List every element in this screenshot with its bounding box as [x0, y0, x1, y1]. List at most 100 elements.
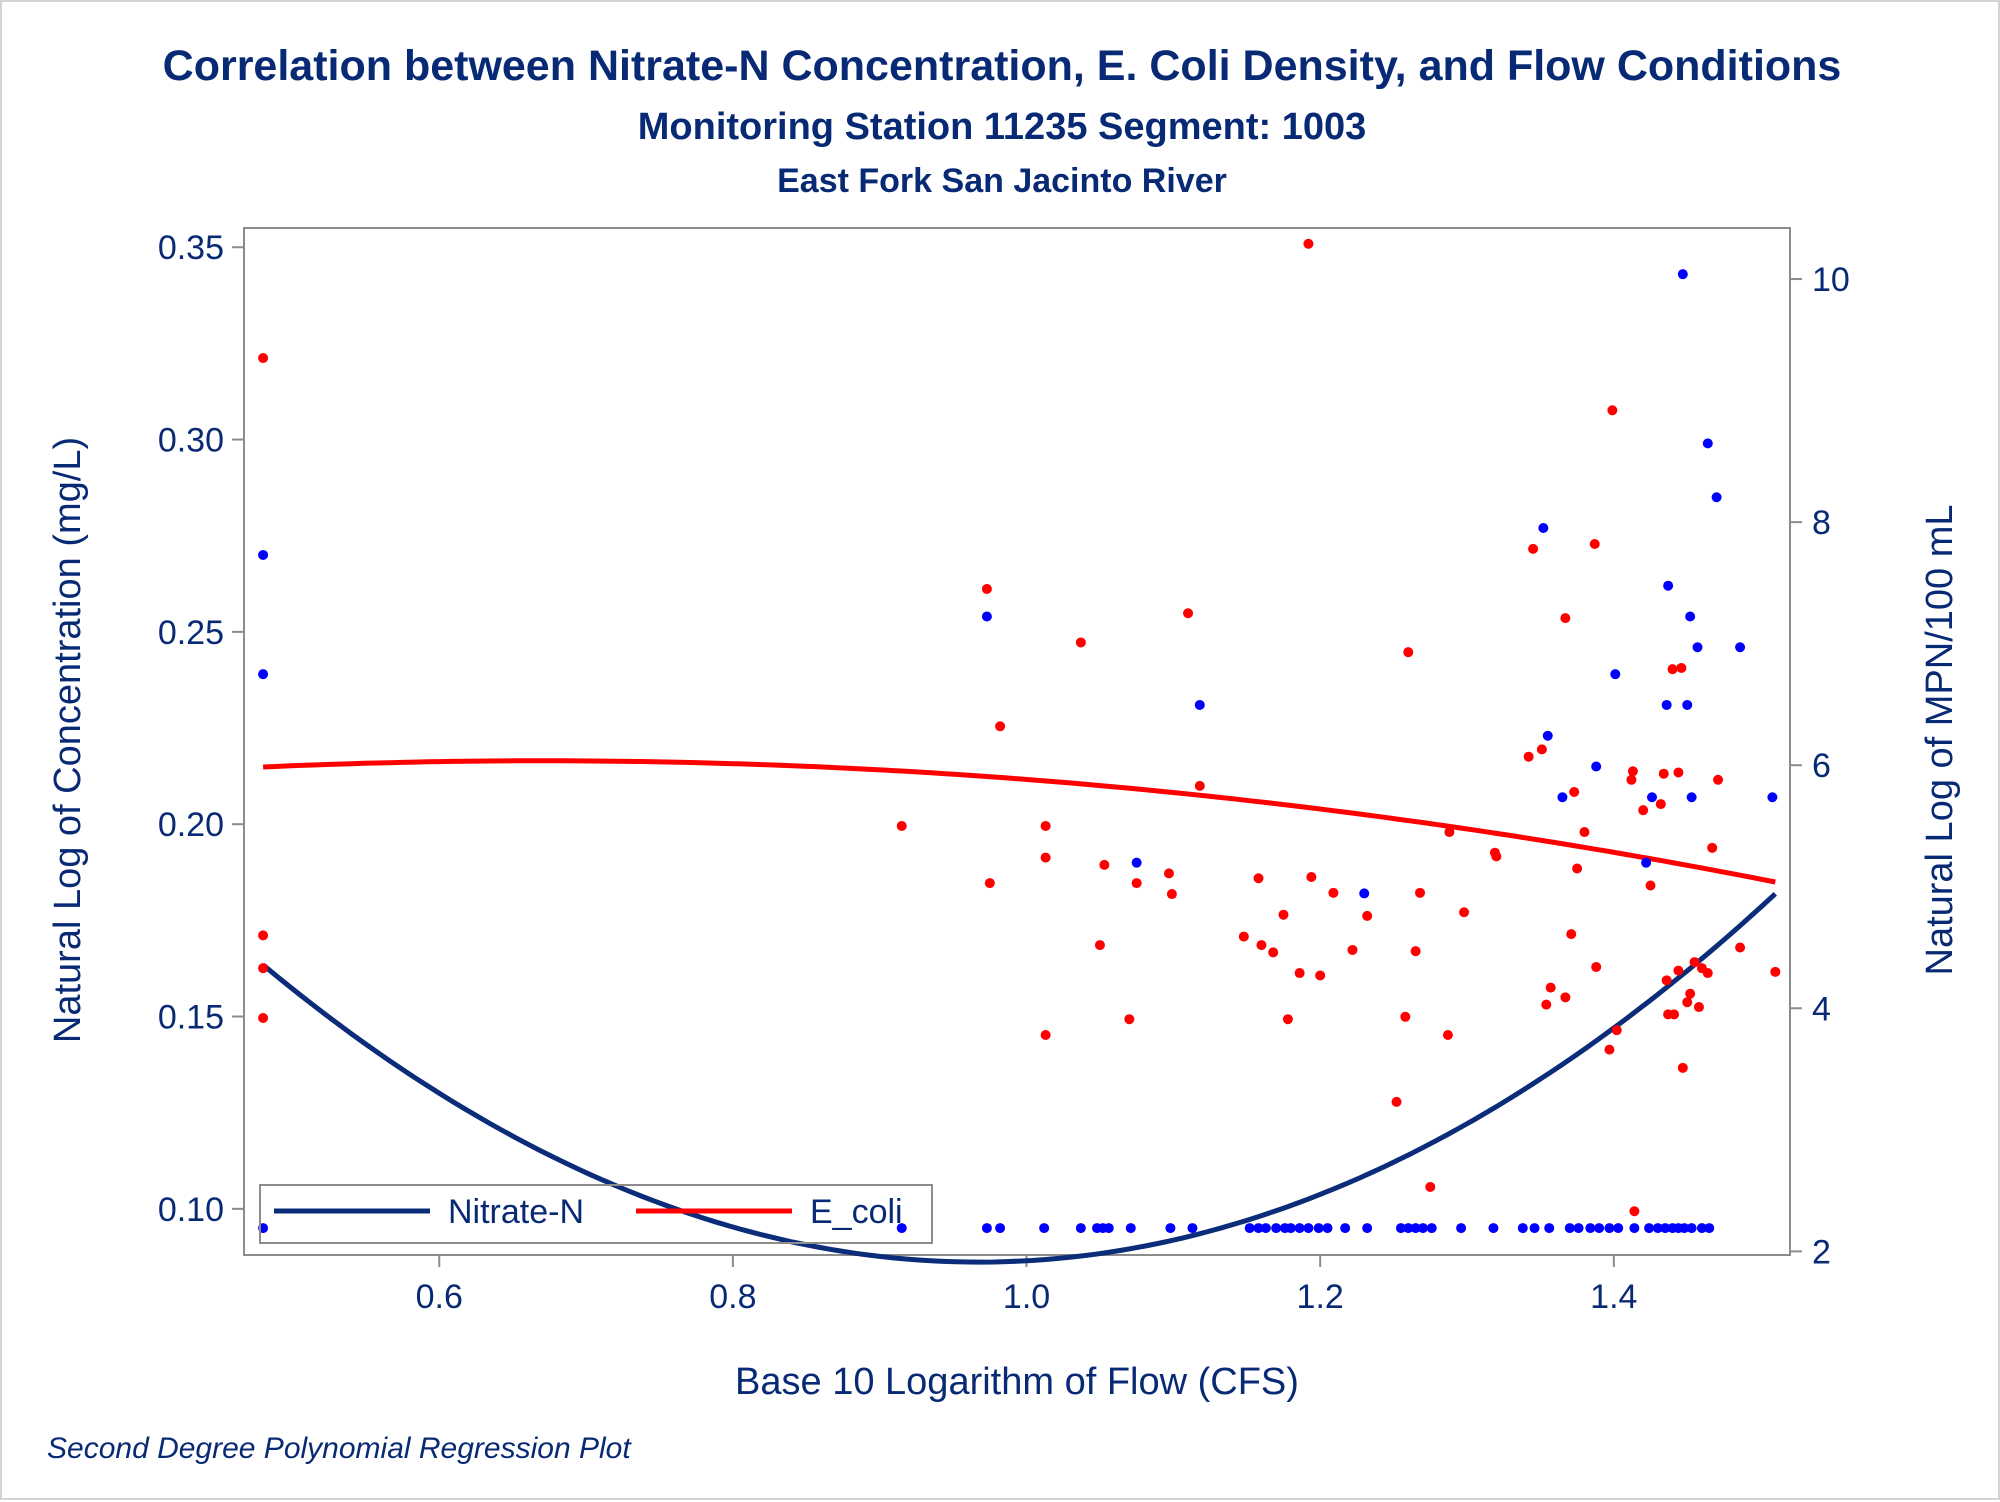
nitrate-point — [1702, 438, 1713, 449]
nitrate-point — [1488, 1223, 1499, 1234]
ecoli-point — [984, 878, 995, 889]
nitrate-point — [1395, 1223, 1406, 1234]
nitrate-points — [258, 269, 1778, 1234]
y-right-tick-label: 10 — [1812, 261, 1850, 299]
nitrate-point — [1039, 1223, 1050, 1234]
ecoli-point — [1040, 820, 1051, 831]
ecoli-point — [1183, 608, 1194, 619]
ecoli-point — [1682, 997, 1693, 1008]
nitrate-point — [1165, 1223, 1176, 1234]
ecoli-point — [1566, 929, 1577, 940]
nitrate-point — [1646, 792, 1657, 803]
ecoli-point — [258, 930, 269, 941]
x-tick-label: 1.0 — [1003, 1278, 1050, 1316]
nitrate-point — [1103, 1223, 1114, 1234]
ecoli-point — [1328, 887, 1339, 898]
ecoli-point — [1425, 1181, 1436, 1192]
ecoli-point — [1294, 968, 1305, 979]
nitrate-point — [1686, 792, 1697, 803]
ecoli-point — [1094, 940, 1105, 951]
ecoli-point — [1607, 405, 1618, 416]
nitrate-point — [1644, 1223, 1655, 1234]
y-left-tick-label: 0.20 — [158, 806, 224, 844]
ecoli-point — [1442, 1030, 1453, 1041]
nitrate-point — [1303, 1223, 1314, 1234]
x-axis-label: Base 10 Logarithm of Flow (CFS) — [735, 1361, 1299, 1403]
nitrate-point — [1340, 1223, 1351, 1234]
x-tick-label: 0.6 — [416, 1278, 463, 1316]
ecoli-point — [1627, 766, 1638, 777]
nitrate-point — [1244, 1223, 1255, 1234]
nitrate-point — [1417, 1223, 1428, 1234]
ecoli-point — [1604, 1044, 1615, 1055]
nitrate-point — [1692, 642, 1703, 653]
nitrate-point — [1253, 1223, 1264, 1234]
nitrate-point — [1542, 730, 1553, 741]
nitrate-point — [1271, 1223, 1282, 1234]
nitrate-point — [1704, 1223, 1715, 1234]
ecoli-point — [1444, 827, 1455, 838]
nitrate-point — [1426, 1223, 1437, 1234]
nitrate-point — [1538, 523, 1549, 534]
nitrate-point — [1456, 1223, 1467, 1234]
ecoli-point — [1347, 944, 1358, 955]
ecoli-point — [1589, 539, 1600, 549]
nitrate-point — [1660, 1223, 1671, 1234]
y-left-axis-ticks: 0.10 0.15 0.20 0.25 0.30 0.35 — [158, 229, 244, 1229]
footnote: Second Degree Polynomial Regression Plot — [47, 1432, 632, 1465]
ecoli-point — [1545, 982, 1556, 993]
nitrate-point — [1677, 269, 1688, 280]
nitrate-point — [1403, 1223, 1414, 1234]
ecoli-point — [1626, 774, 1637, 785]
nitrate-point — [1711, 492, 1722, 503]
ecoli-point — [1040, 852, 1051, 863]
ecoli-point — [1303, 238, 1314, 249]
nitrate-point — [1610, 669, 1621, 680]
ecoli-point — [1693, 1002, 1704, 1013]
nitrate-point — [896, 1223, 907, 1234]
nitrate-point — [258, 549, 269, 560]
nitrate-point — [1685, 611, 1696, 622]
ecoli-point — [1661, 975, 1672, 986]
nitrate-point — [1652, 1223, 1663, 1234]
ecoli-point — [1655, 799, 1666, 810]
nitrate-point — [1285, 1223, 1296, 1234]
ecoli-point — [1459, 907, 1470, 918]
nitrate-point — [1686, 1223, 1697, 1234]
nitrate-point — [1696, 1223, 1707, 1234]
nitrate-fit-line — [261, 891, 1777, 1265]
nitrate-point — [1131, 857, 1142, 868]
y-left-axis-label: Natural Log of Concentration (mg/L) — [47, 437, 89, 1043]
ecoli-point — [1560, 613, 1571, 624]
x-tick-label: 0.8 — [709, 1278, 756, 1316]
ecoli-point — [1306, 872, 1317, 883]
x-tick-label: 1.2 — [1297, 1278, 1344, 1316]
nitrate-point — [1529, 1223, 1540, 1234]
ecoli-point — [258, 1013, 269, 1023]
y-left-tick-label: 0.10 — [158, 1191, 224, 1229]
ecoli-point — [1536, 744, 1547, 755]
ecoli-point — [1278, 909, 1289, 920]
ecoli-point — [1391, 1096, 1402, 1107]
ecoli-point — [1569, 786, 1580, 797]
nitrate-point — [1544, 1223, 1555, 1234]
ecoli-point — [1403, 647, 1414, 658]
ecoli-point — [1629, 1206, 1640, 1217]
nitrate-point — [1313, 1223, 1324, 1234]
ecoli-point — [981, 583, 992, 594]
nitrate-point — [1517, 1223, 1528, 1234]
ecoli-point — [1579, 827, 1590, 838]
ecoli-point — [1315, 970, 1326, 981]
ecoli-point — [1591, 961, 1602, 972]
ecoli-point — [1735, 942, 1746, 953]
chart-title: Correlation between Nitrate-N Concentrat… — [163, 42, 1842, 90]
chart-subtitle: Monitoring Station 11235 Segment: 1003 — [638, 106, 1367, 148]
ecoli-fit-line — [263, 758, 1776, 885]
nitrate-point — [1735, 642, 1746, 653]
ecoli-point — [1658, 768, 1669, 779]
nitrate-point — [1564, 1223, 1575, 1234]
legend-nitrate-label: Nitrate-N — [448, 1193, 584, 1231]
ecoli-point — [1676, 662, 1687, 673]
ecoli-point — [1645, 880, 1656, 891]
